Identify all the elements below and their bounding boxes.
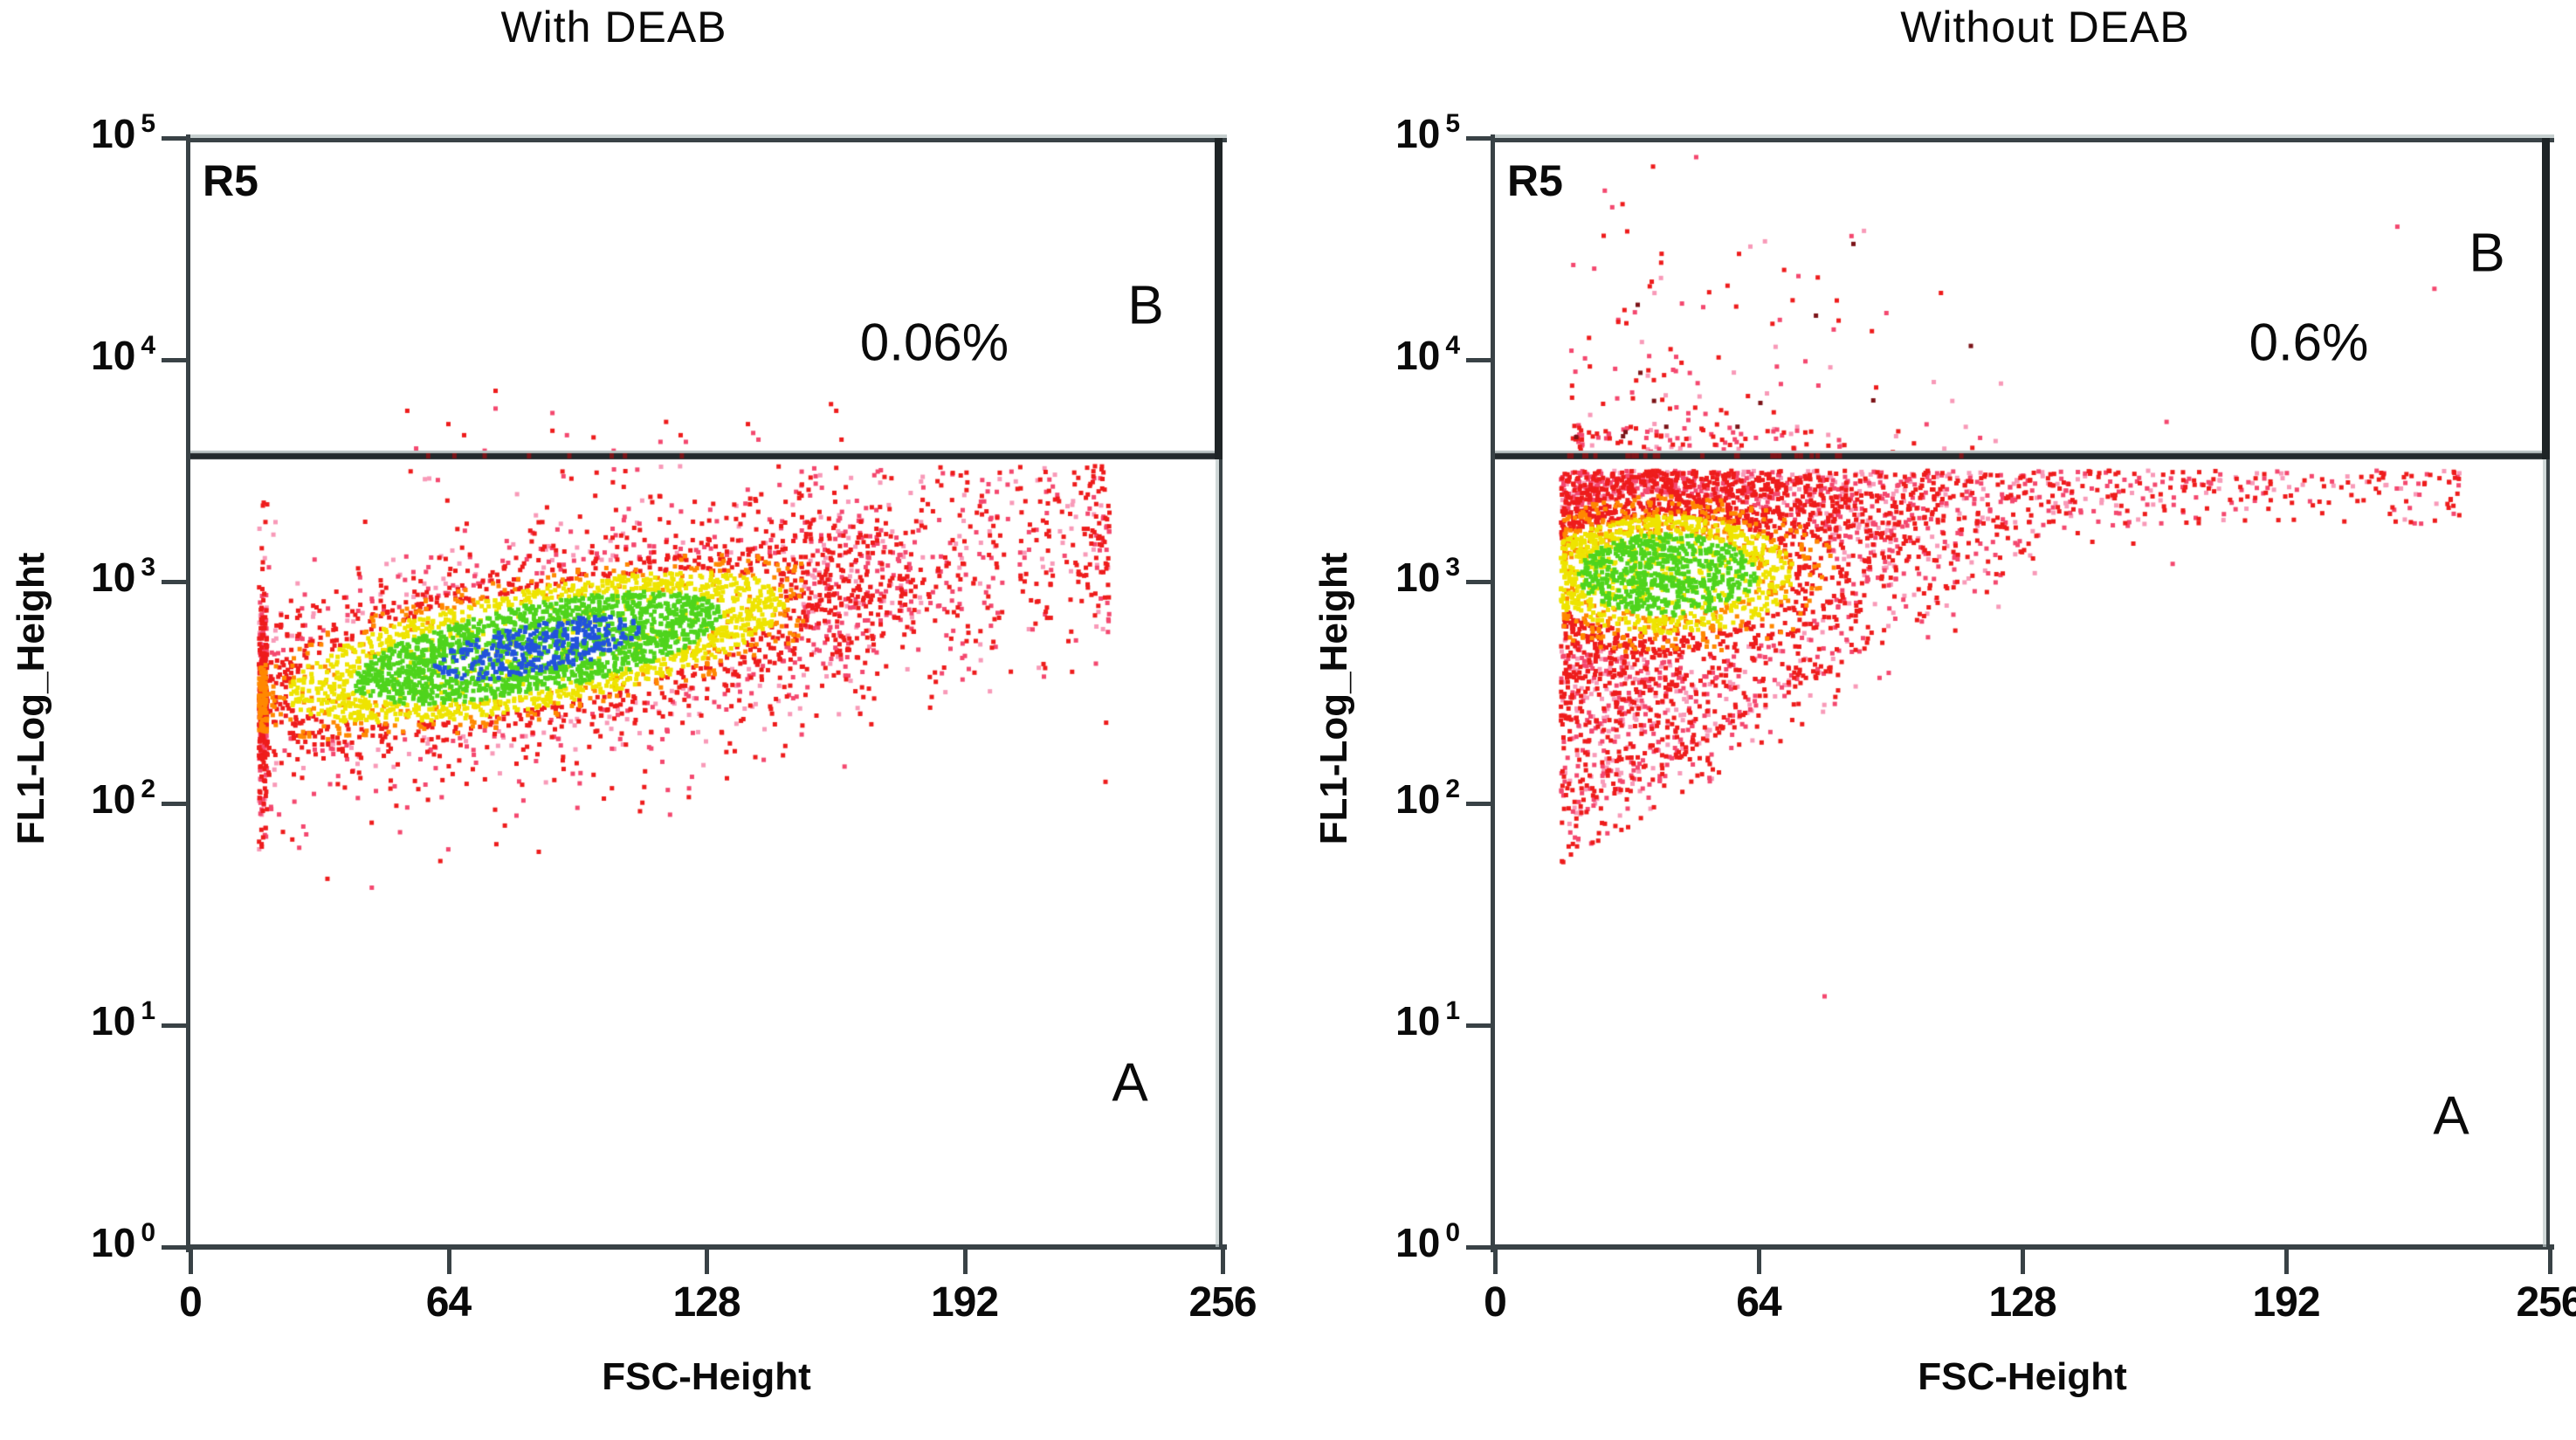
x-tick-mark xyxy=(705,1250,709,1274)
gate-r5-right-edge xyxy=(2542,138,2550,459)
region-label-b: B xyxy=(1127,275,1164,336)
x-tick-mark xyxy=(962,1250,968,1274)
y-tick-label: 10 3 xyxy=(1395,553,1460,600)
x-axis-line xyxy=(186,1244,1227,1250)
gate-label-r5: R5 xyxy=(203,156,258,205)
x-tick-label: 0 xyxy=(179,1279,203,1326)
x-tick-label: 192 xyxy=(2252,1279,2320,1326)
x-tick-mark xyxy=(2548,1250,2552,1274)
x-tick-label: 128 xyxy=(1988,1279,2056,1326)
y-tick-mark xyxy=(1466,1245,1491,1250)
y-tick-label: 10 2 xyxy=(91,775,155,822)
x-axis-label: FSC-Height xyxy=(602,1355,811,1398)
plot-right-border xyxy=(1219,138,1223,1247)
gate-r5-right-edge xyxy=(1215,138,1223,459)
plot-right-border xyxy=(2546,138,2550,1247)
y-tick-label: 10 1 xyxy=(1395,996,1460,1044)
y-tick-label: 10 2 xyxy=(1395,775,1460,822)
gate-label-r5: R5 xyxy=(1507,156,1563,205)
x-tick-mark xyxy=(1221,1250,1225,1274)
y-tick-mark xyxy=(1466,802,1491,806)
panel-title: Without DEAB xyxy=(1900,3,2190,52)
scatter-dots-canvas xyxy=(1495,138,2550,1247)
y-tick-mark xyxy=(162,358,186,362)
y-tick-mark xyxy=(162,580,186,584)
y-tick-label: 10 5 xyxy=(1395,109,1460,156)
y-axis-line xyxy=(186,134,190,1252)
y-tick-mark xyxy=(162,1245,186,1250)
x-tick-label: 64 xyxy=(1736,1279,1781,1326)
y-tick-label: 10 0 xyxy=(91,1218,155,1265)
x-tick-label: 64 xyxy=(425,1279,472,1326)
y-tick-label: 10 3 xyxy=(91,553,155,600)
plot-top-border xyxy=(190,138,1227,142)
x-tick-label: 0 xyxy=(1484,1279,1507,1326)
plot-top-border xyxy=(1495,138,2554,142)
y-tick-mark xyxy=(162,1023,186,1028)
region-label-a: A xyxy=(1112,1052,1148,1113)
x-tick-mark xyxy=(189,1250,193,1274)
y-tick-label: 10 4 xyxy=(1395,331,1460,378)
x-axis-line xyxy=(1491,1244,2554,1250)
y-tick-mark xyxy=(1466,136,1491,141)
region-label-a: A xyxy=(2433,1085,2469,1147)
y-tick-mark xyxy=(1466,1023,1491,1028)
y-tick-label: 10 1 xyxy=(91,996,155,1044)
x-tick-mark xyxy=(2021,1250,2025,1274)
x-tick-mark xyxy=(446,1250,451,1274)
x-tick-mark xyxy=(1493,1250,1498,1274)
x-tick-label: 256 xyxy=(2516,1279,2576,1326)
x-axis-label: FSC-Height xyxy=(1918,1355,2127,1398)
x-tick-label: 256 xyxy=(1188,1279,1257,1326)
y-tick-label: 10 4 xyxy=(91,331,155,378)
percent-b-label: 0.6% xyxy=(2249,313,2369,372)
y-tick-mark xyxy=(1466,580,1491,584)
x-tick-mark xyxy=(2284,1250,2289,1274)
y-tick-label: 10 5 xyxy=(91,109,155,156)
scatter-dots-canvas xyxy=(190,138,1223,1247)
panel-title: With DEAB xyxy=(500,3,727,52)
region-label-b: B xyxy=(2469,223,2505,284)
y-tick-mark xyxy=(162,136,186,141)
y-axis-line xyxy=(1491,134,1495,1252)
x-tick-label: 128 xyxy=(672,1279,740,1326)
y-tick-label: 10 0 xyxy=(1395,1218,1460,1265)
x-tick-mark xyxy=(1757,1250,1761,1274)
percent-b-label: 0.06% xyxy=(859,313,1009,372)
y-tick-mark xyxy=(162,802,186,806)
x-tick-label: 192 xyxy=(930,1279,999,1326)
y-tick-mark xyxy=(1466,358,1491,362)
